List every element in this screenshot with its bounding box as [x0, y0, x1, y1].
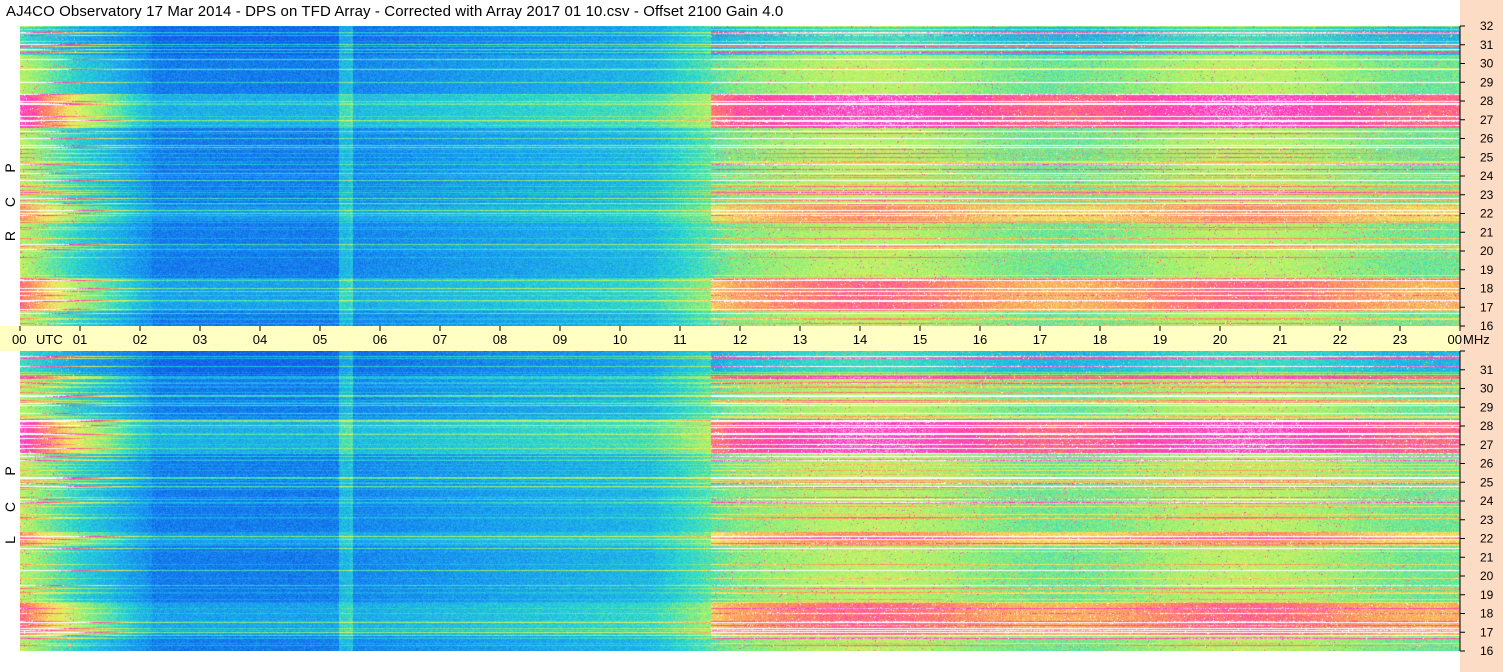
utc-tick-label: 08	[493, 332, 507, 347]
frequency-tick-label: 26	[1480, 132, 1494, 146]
frequency-tick-label: 26	[1480, 457, 1494, 471]
frequency-axis-strip	[1460, 0, 1503, 672]
utc-tick-label: 11	[673, 332, 687, 347]
frequency-tick-label: 24	[1480, 494, 1494, 508]
utc-tick-label: 00	[1448, 332, 1462, 347]
utc-tick-label: 20	[1213, 332, 1227, 347]
frequency-tick-label: 25	[1480, 150, 1494, 164]
utc-tick-label: 19	[1153, 332, 1167, 347]
utc-tick-label: 14	[853, 332, 867, 347]
utc-tick-label: 12	[733, 332, 747, 347]
frequency-tick-label: 22	[1480, 207, 1494, 221]
utc-tick-label: 05	[313, 332, 327, 347]
utc-tick-label: 15	[913, 332, 927, 347]
frequency-tick-label: 16	[1480, 319, 1494, 333]
rcp-spectrogram	[20, 26, 1460, 326]
frequency-tick-label: 28	[1480, 94, 1494, 108]
utc-label: UTC	[36, 332, 63, 347]
utc-tick-label: 04	[253, 332, 267, 347]
frequency-tick-label: 17	[1480, 625, 1494, 639]
chart-title: AJ4CO Observatory 17 Mar 2014 - DPS on T…	[6, 3, 784, 20]
utc-tick-label: 16	[973, 332, 987, 347]
frequency-tick-label: 23	[1480, 513, 1494, 527]
rcp-spectrogram-panel	[20, 26, 1460, 326]
frequency-tick-label: 30	[1480, 57, 1494, 71]
utc-tick-label: 02	[133, 332, 147, 347]
utc-tick-label: 23	[1393, 332, 1407, 347]
frequency-tick-label: 19	[1480, 263, 1494, 277]
lcp-spectrogram	[20, 351, 1460, 651]
frequency-tick-label: 31	[1480, 363, 1494, 377]
utc-time-axis-strip	[0, 325, 1460, 351]
frequency-tick-label: 25	[1480, 475, 1494, 489]
frequency-tick-label: 17	[1480, 300, 1494, 314]
frequency-tick-label: 27	[1480, 438, 1494, 452]
utc-tick-label: 17	[1033, 332, 1047, 347]
frequency-tick-label: 18	[1480, 282, 1494, 296]
frequency-tick-label: 20	[1480, 244, 1494, 258]
utc-tick-label: 06	[373, 332, 387, 347]
utc-tick-label: 22	[1333, 332, 1347, 347]
rcp-side-label: P C R	[0, 26, 20, 326]
utc-axis: 00 01 02 03 04 05 06 07 08 09 10 11 12 13 14 15 16 17 18 19…	[12, 326, 1490, 347]
lcp-spectrogram-panel	[20, 351, 1460, 651]
frequency-tick-label: 16	[1480, 644, 1494, 658]
lcp-side-label: P C L	[0, 351, 20, 651]
frequency-tick-label: 29	[1480, 75, 1494, 89]
frequency-tick-label: 29	[1480, 400, 1494, 414]
frequency-axis: 32 31 30 29 28 27 26 25 24 23 22 21 20 19 18 17 16 31 30 29…	[1459, 19, 1494, 658]
utc-tick-label: 01	[73, 332, 87, 347]
utc-tick-label: 09	[553, 332, 567, 347]
frequency-tick-label: 19	[1480, 588, 1494, 602]
utc-tick-label: 13	[793, 332, 807, 347]
utc-tick-label: 10	[613, 332, 627, 347]
frequency-tick-label: 21	[1480, 550, 1494, 564]
frequency-tick-label: 27	[1480, 113, 1494, 127]
utc-tick-label: 21	[1273, 332, 1287, 347]
utc-tick-label: 18	[1093, 332, 1107, 347]
frequency-tick-label: 23	[1480, 188, 1494, 202]
frequency-tick-label: 21	[1480, 225, 1494, 239]
frequency-tick-label: 30	[1480, 382, 1494, 396]
frequency-tick-label: 18	[1480, 607, 1494, 621]
frequency-tick-label: 32	[1480, 19, 1494, 33]
mhz-label: MHz	[1463, 332, 1490, 347]
utc-tick-label: 00	[12, 332, 26, 347]
frequency-tick-label: 24	[1480, 169, 1494, 183]
utc-tick-label: 07	[433, 332, 447, 347]
frequency-tick-label: 20	[1480, 569, 1494, 583]
utc-tick-label: 03	[193, 332, 207, 347]
frequency-tick-label: 28	[1480, 419, 1494, 433]
frequency-tick-label: 22	[1480, 532, 1494, 546]
frequency-tick-label: 31	[1480, 38, 1494, 52]
